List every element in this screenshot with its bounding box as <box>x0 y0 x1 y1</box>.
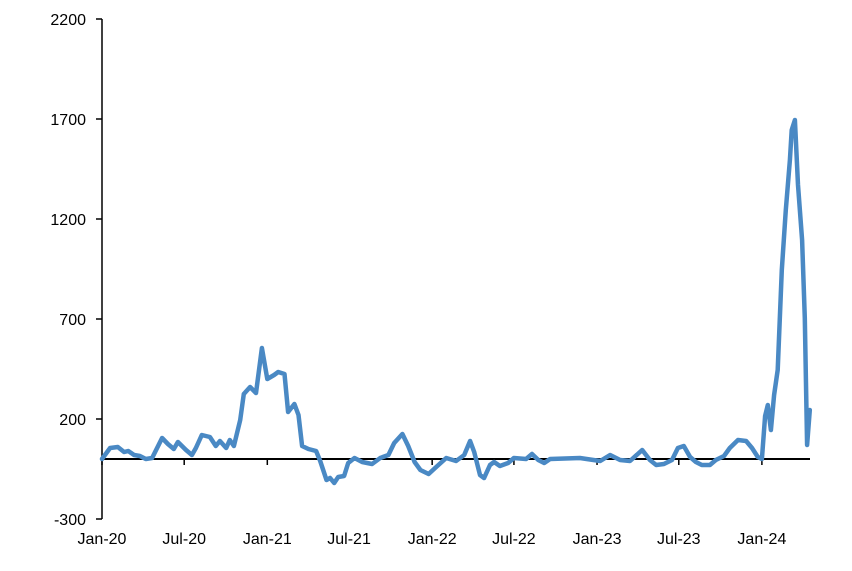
x-tick-label: Jul-22 <box>492 531 536 548</box>
x-tick-label: Jan-24 <box>737 531 786 548</box>
x-tick-label: Jan-23 <box>573 531 622 548</box>
series-line <box>99 117 813 486</box>
y-tick-label: -300 <box>54 512 86 529</box>
x-tick-label: Jan-21 <box>243 531 292 548</box>
y-tick-label: 700 <box>59 312 86 329</box>
x-axis: Jan-20 Jul-20 Jan-21 Jul-21 Jan-22 Jul-22 Jan-… <box>78 458 810 548</box>
x-tick-label: Jan-20 <box>78 531 127 548</box>
series-layer <box>99 117 813 486</box>
y-tick-label: 200 <box>59 412 86 429</box>
y-tick-label: 2200 <box>50 12 86 29</box>
y-tick-label: 1700 <box>50 112 86 129</box>
y-axis: -300 200 700 1200 1700 2200 <box>50 12 103 529</box>
y-tick-label: 1200 <box>50 212 86 229</box>
x-tick-label: Jan-22 <box>408 531 457 548</box>
x-tick-label: Jul-20 <box>162 531 206 548</box>
x-tick-label: Jul-23 <box>657 531 701 548</box>
x-tick-label: Jul-21 <box>327 531 371 548</box>
